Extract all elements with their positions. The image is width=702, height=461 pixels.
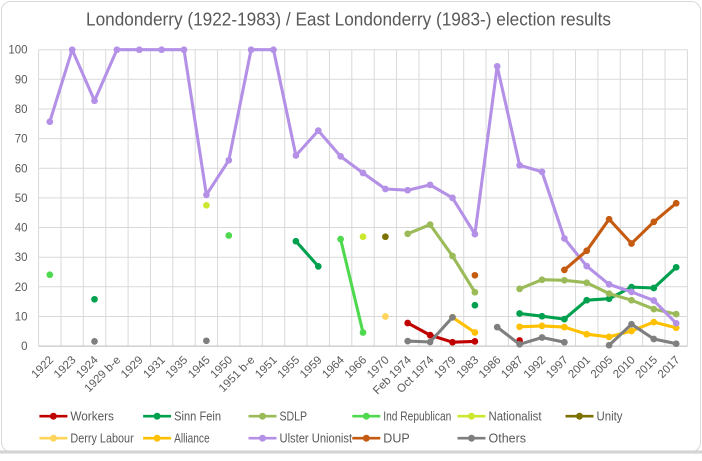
svg-text:Ulster Unionist: Ulster Unionist [280,432,353,446]
svg-text:70: 70 [15,134,28,146]
svg-text:60: 60 [15,163,28,175]
svg-text:Workers: Workers [70,410,114,424]
svg-text:100: 100 [8,45,27,57]
svg-text:90: 90 [15,74,28,86]
svg-text:0: 0 [21,341,27,353]
svg-text:Nationalist: Nationalist [489,410,542,424]
svg-text:50: 50 [15,193,28,205]
svg-text:Others: Others [489,432,527,446]
svg-text:Alliance: Alliance [174,432,210,446]
svg-text:Londonderry (1922-1983) / East: Londonderry (1922-1983) / East Londonder… [86,9,611,30]
svg-text:20: 20 [15,282,28,294]
svg-text:80: 80 [15,104,28,116]
svg-text:Sinn Fein: Sinn Fein [174,410,221,424]
svg-text:Derry Labour: Derry Labour [70,432,133,446]
svg-text:DUP: DUP [383,432,409,446]
svg-text:30: 30 [15,252,28,264]
svg-text:40: 40 [15,223,28,235]
svg-text:10: 10 [15,312,28,324]
svg-text:SDLP: SDLP [280,410,308,424]
svg-text:Ind Republican: Ind Republican [383,410,451,424]
svg-text:Unity: Unity [597,410,624,424]
